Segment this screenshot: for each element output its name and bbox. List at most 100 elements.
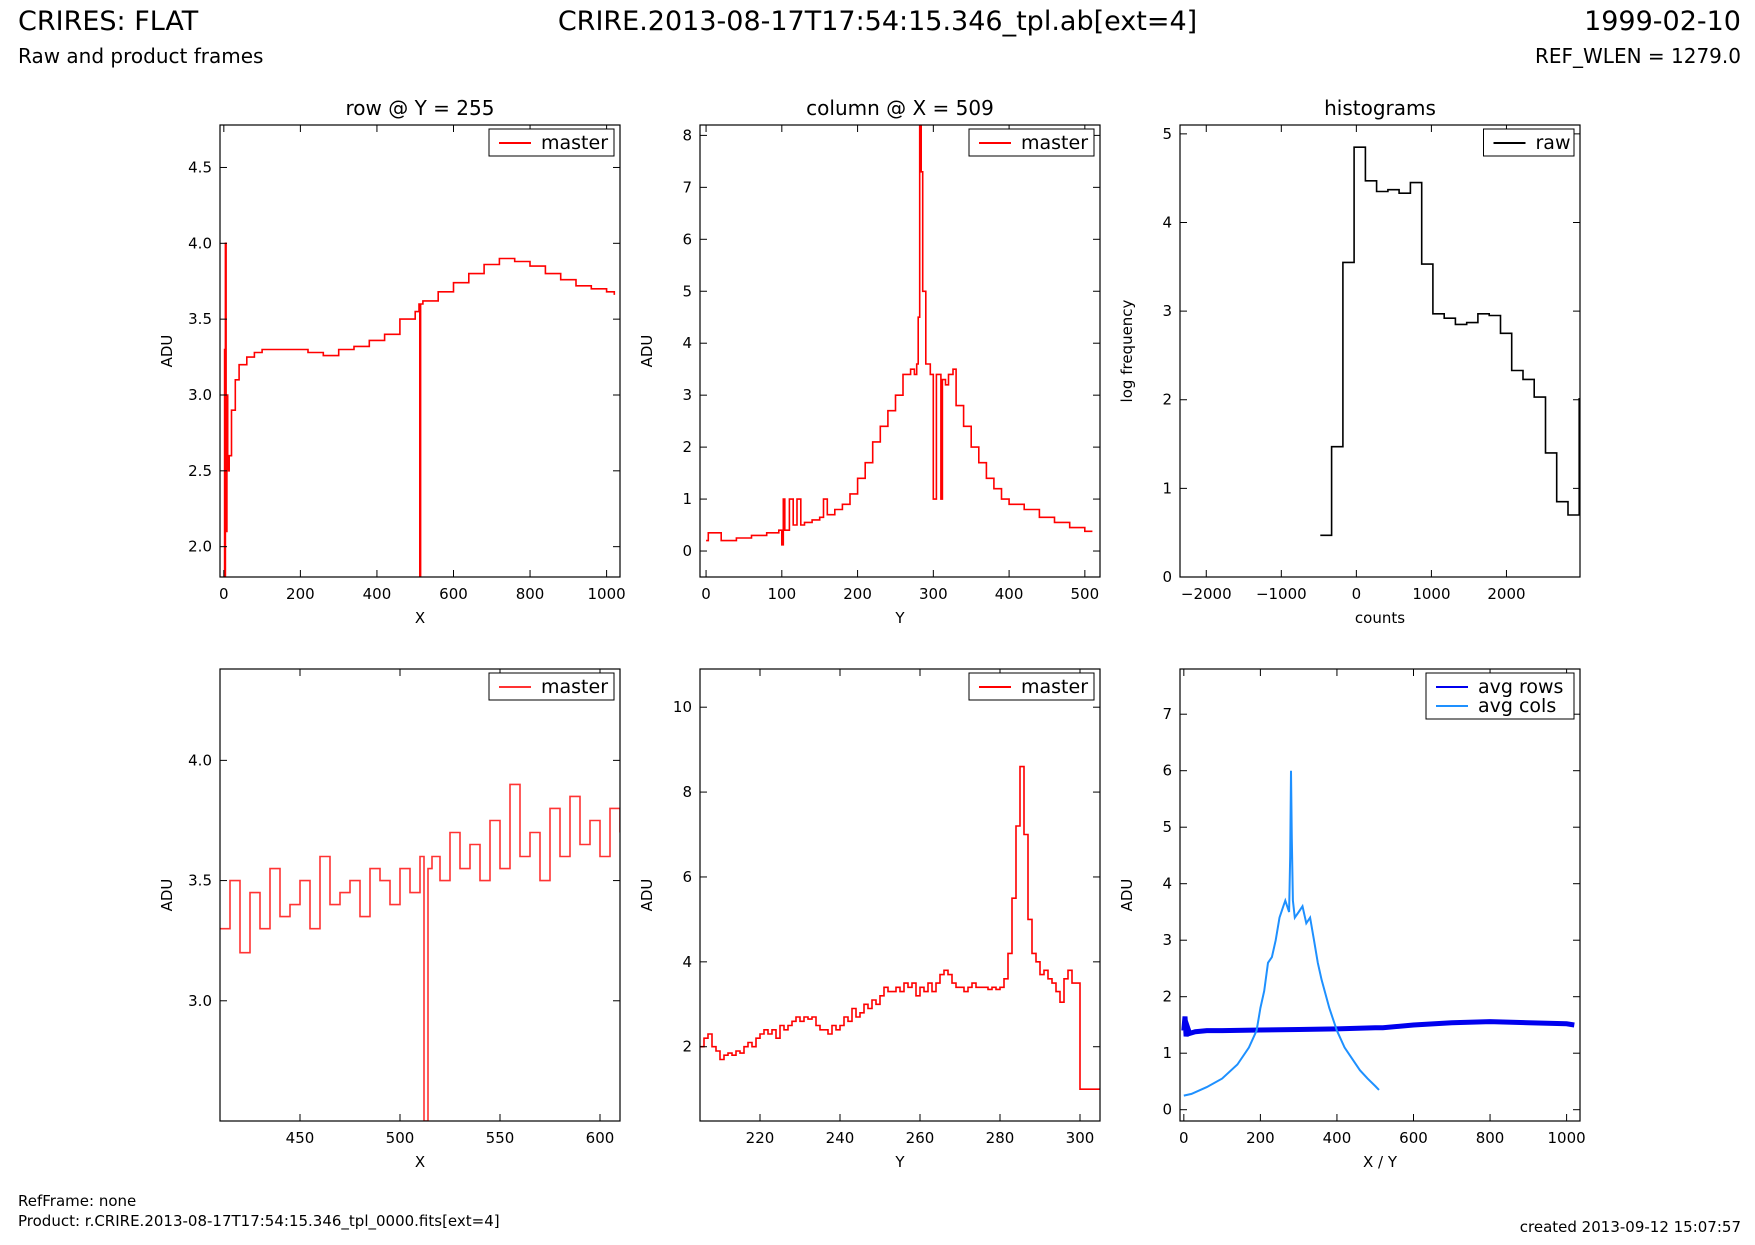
x-axis-label: Y (894, 1153, 905, 1171)
series-line-master (220, 783, 620, 1121)
plot-frame (699, 668, 1101, 1122)
y-tick-label: 6 (682, 868, 692, 886)
x-tick-label: 200 (843, 585, 872, 603)
y-tick-label: 8 (682, 783, 692, 801)
y-tick-label: 3.0 (188, 386, 212, 404)
x-tick-label: 0 (701, 585, 711, 603)
x-tick-label: 300 (919, 585, 948, 603)
plot-frame (699, 124, 1101, 578)
y-tick-label: 2.0 (188, 538, 212, 556)
footer-ref-frame: RefFrame: none (18, 1192, 137, 1210)
y-tick-label: 4 (1162, 875, 1172, 893)
chart-title: histograms (1324, 96, 1436, 120)
y-tick-label: 4.5 (188, 158, 212, 176)
x-tick-label: −1000 (1256, 585, 1307, 603)
x-tick-label: 1000 (588, 585, 626, 603)
plot-frame (219, 668, 621, 1122)
y-tick-label: 6 (682, 230, 692, 248)
y-tick-label: 6 (1162, 762, 1172, 780)
x-axis-label: Y (894, 609, 905, 627)
y-tick-label: 1 (682, 490, 692, 508)
chart-column-zoom: 220 240 260 280 300 2 4 6 8 10 Y ADU master (638, 668, 1101, 1171)
chart-averages: 0 200 400 600 800 1000 0 1 2 3 4 5 6 7 X / Y ADU avg row… (1118, 668, 1586, 1171)
x-tick-label: 200 (286, 585, 315, 603)
chart-row-zoom: 450 500 550 600 3.0 3.5 4.0 X ADU master (158, 668, 621, 1171)
x-tick-label: 260 (906, 1129, 935, 1147)
x-tick-label: 800 (516, 585, 545, 603)
y-axis-label: ADU (158, 879, 176, 912)
ref-wlen-label: REF_WLEN = 1279.0 (1534, 44, 1741, 68)
legend-label: raw (1536, 132, 1571, 154)
x-tick-label: 0 (1352, 585, 1362, 603)
y-tick-label: 10 (673, 698, 692, 716)
y-tick-label: 7 (1162, 705, 1172, 723)
chart-histograms: −2000 −1000 0 1000 2000 0 1 2 3 4 5 histograms count… (1118, 96, 1581, 627)
chart-title: column @ X = 509 (806, 96, 994, 120)
y-tick-label: 0 (1162, 1101, 1172, 1119)
x-tick-label: 220 (746, 1129, 775, 1147)
footer-created: created 2013-09-12 15:07:57 (1519, 1218, 1741, 1236)
y-tick-label: 4.0 (188, 751, 212, 769)
plot-frame (219, 124, 621, 578)
chart-row-full: 0 200 400 600 800 1000 2.0 2.5 3.0 3.5 4.0 4.5 row @… (158, 96, 626, 627)
x-tick-label: 400 (1323, 1129, 1352, 1147)
series-line-avg-rows (1181, 1016, 1575, 1037)
y-tick-label: 2 (1162, 391, 1172, 409)
x-tick-label: 400 (363, 585, 392, 603)
plot-frame (1179, 124, 1581, 578)
y-tick-label: 4 (1162, 213, 1172, 231)
y-tick-label: 5 (1162, 818, 1172, 836)
y-tick-label: 3 (682, 386, 692, 404)
series-line-avg-cols (1183, 770, 1380, 1097)
chart-column-full: 0 100 200 300 400 500 0 1 2 3 4 5 6 7 8 column @ X = 50… (638, 96, 1101, 627)
y-tick-label: 1 (1162, 1044, 1172, 1062)
legend-label: master (1021, 676, 1088, 698)
y-tick-label: 2 (682, 438, 692, 456)
y-tick-label: 5 (1162, 125, 1172, 143)
x-tick-label: 550 (486, 1129, 515, 1147)
x-tick-label: 1000 (1412, 585, 1450, 603)
x-tick-label: 600 (439, 585, 468, 603)
date-label: 1999-02-10 (1584, 6, 1741, 37)
legend-box (1425, 672, 1575, 720)
x-tick-label: 280 (986, 1129, 1015, 1147)
y-tick-label: 0 (682, 542, 692, 560)
y-tick-label: 0 (1162, 568, 1172, 586)
x-tick-label: 2000 (1487, 585, 1525, 603)
x-axis-label: counts (1355, 609, 1405, 627)
x-tick-label: 240 (826, 1129, 855, 1147)
legend-label: avg rows (1478, 676, 1563, 698)
y-tick-label: 4 (682, 953, 692, 971)
y-tick-label: 2.5 (188, 462, 212, 480)
y-tick-label: 2 (682, 1038, 692, 1056)
y-tick-label: 3 (1162, 931, 1172, 949)
legend-label: avg cols (1478, 695, 1556, 717)
legend-label: master (541, 132, 608, 154)
y-tick-label: 8 (682, 126, 692, 144)
y-tick-label: 3.0 (188, 992, 212, 1010)
x-tick-label: 0 (219, 585, 229, 603)
x-axis-label: X (415, 1153, 425, 1171)
x-tick-label: 1000 (1548, 1129, 1586, 1147)
series-line-master (223, 242, 616, 577)
x-axis-label: X (415, 609, 425, 627)
y-tick-label: 4 (682, 334, 692, 352)
x-tick-label: 300 (1066, 1129, 1095, 1147)
page-title: CRIRES: FLAT (18, 6, 199, 37)
y-tick-label: 5 (682, 282, 692, 300)
x-tick-label: 600 (1399, 1129, 1428, 1147)
series-line-master (706, 125, 1093, 546)
y-tick-label: 2 (1162, 988, 1172, 1006)
x-tick-label: 500 (386, 1129, 415, 1147)
y-tick-label: 3.5 (188, 872, 212, 890)
footer-product: Product: r.CRIRE.2013-08-17T17:54:15.346… (18, 1212, 500, 1230)
file-name-title: CRIRE.2013-08-17T17:54:15.346_tpl.ab[ext… (557, 6, 1198, 37)
y-axis-label: ADU (638, 335, 656, 368)
y-axis-label: ADU (158, 335, 176, 368)
series-line-raw (1320, 146, 1580, 537)
chart-title: row @ Y = 255 (346, 96, 495, 120)
y-axis-label: ADU (1118, 879, 1136, 912)
y-axis-label: log frequency (1118, 299, 1136, 402)
x-tick-label: 600 (586, 1129, 615, 1147)
y-axis-label: ADU (638, 879, 656, 912)
